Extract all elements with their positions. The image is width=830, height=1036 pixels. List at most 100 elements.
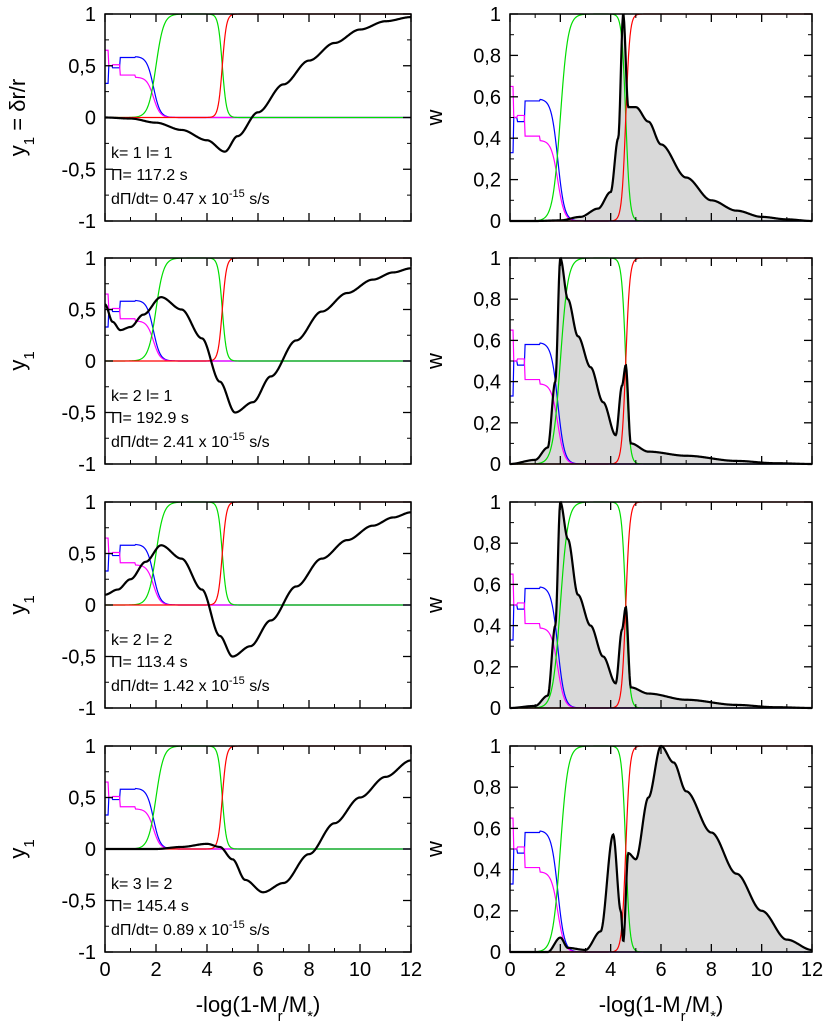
eigen-panel-3-ytick-label: -0,5 <box>62 647 96 669</box>
eigen-panel-3-mode-label: k= 2 l= 2 <box>111 632 172 649</box>
eigen-panel-1-eigenfunction-line <box>105 16 412 153</box>
weight-panel-2-ytick-label: 0,2 <box>473 413 501 435</box>
eigen-panel-1-carbon-line <box>105 56 411 119</box>
weight-panel-2-ytick-label: 0,8 <box>473 289 501 311</box>
weight-panel-1-ytick-label: 1 <box>490 4 501 26</box>
weight-panel-2-ytick-label: 0 <box>490 454 501 476</box>
weight-panel-3-ylabel: w <box>422 597 447 614</box>
eigen-panel-3-carbon-line <box>105 543 411 606</box>
weight-panel-4-xtick-label: 2 <box>555 959 566 981</box>
weight-panel-4-ytick-label: 0,8 <box>473 777 501 799</box>
eigen-panel-3-hydrogen-line <box>105 501 411 606</box>
weight-panel-4-ytick-label: 0,2 <box>473 901 501 923</box>
eigen-panel-1-rate-label: dΠ/dt= 0.47 x 10-15 s/s <box>111 188 270 208</box>
eigen-panel-4-ytick-label: -1 <box>78 942 96 964</box>
eigen-panel-3-eigenfunction-line <box>104 511 412 658</box>
weight-panel-1-weight-fill <box>510 14 812 221</box>
eigen-panel-4-xtick-label: 6 <box>252 959 263 981</box>
weight-panel-1-ytick-label: 0,4 <box>473 128 501 150</box>
eigen-panel-4-oxygen-line <box>105 781 411 850</box>
eigen-panel-2-mode-label: k= 2 l= 1 <box>111 388 172 405</box>
eigen-panel-2-period-label: Π= 192.9 s <box>111 410 189 427</box>
eigen-panel-1-mode-label: k= 1 l= 1 <box>111 145 172 162</box>
weight-panel-2-ytick-label: 0,4 <box>473 372 501 394</box>
eigen-panel-3-ylabel: y1 <box>5 595 38 614</box>
weight-panel-4-weight-fill <box>510 746 812 952</box>
weight-panel-1-ytick-label: 0,8 <box>473 45 501 67</box>
eigen-panel-1-ytick-label: 1 <box>85 4 96 26</box>
eigen-panel-1-ylabel: y1 = δr/r <box>5 79 38 156</box>
eigen-panel-3-oxygen-line <box>105 537 411 606</box>
eigen-panel-4-xlabel: -log(1-Mr/M*) <box>196 992 321 1025</box>
weight-panel-3-weight-fill <box>510 502 812 708</box>
eigen-panel-3-ytick-label: 0 <box>85 595 96 617</box>
eigen-panel-3-rate-label: dΠ/dt= 1.42 x 10-15 s/s <box>111 675 270 695</box>
weight-panel-3-ytick-label: 0,6 <box>473 574 501 596</box>
eigen-panel-2-ytick-label: 0,5 <box>68 300 96 322</box>
eigen-panel-3-period-label: Π= 113.4 s <box>111 654 188 671</box>
eigen-panel-3-ytick-label: 1 <box>85 492 96 514</box>
eigen-panel-1-helium-line <box>105 13 411 119</box>
eigen-panel-4-eigenfunction-line <box>105 759 412 894</box>
weight-panel-4-xlabel: -log(1-Mr/M*) <box>599 992 724 1025</box>
eigen-panel-2-eigenfunction-line <box>104 267 412 414</box>
weight-panel-3-ytick-label: 0,4 <box>473 616 501 638</box>
eigen-panel-4-rate-label: dΠ/dt= 0.89 x 10-15 s/s <box>111 919 270 939</box>
weight-panel-4-ytick-label: 0 <box>490 942 501 964</box>
eigen-panel-2-oxygen-line <box>105 293 411 362</box>
eigen-panel-4-mode-label: k= 3 l= 2 <box>111 876 172 893</box>
eigen-panel-1-ytick-label: -1 <box>78 211 96 233</box>
weight-panel-2-ylabel: w <box>422 353 447 370</box>
eigen-panel-3-ytick-label: -1 <box>78 698 96 720</box>
eigen-panel-4-ytick-label: -0,5 <box>62 891 96 913</box>
weight-panel-3-ytick-label: 0,2 <box>473 657 501 679</box>
eigen-panel-2-ytick-label: -1 <box>78 454 96 476</box>
eigen-panel-4-ylabel: y1 <box>5 839 38 858</box>
eigen-panel-2-ytick-label: 0 <box>85 351 96 373</box>
weight-panel-4-xtick-label: 6 <box>655 959 666 981</box>
eigen-panel-4-hydrogen-line <box>105 745 411 850</box>
eigen-panel-1-oxygen-line <box>105 49 411 119</box>
eigen-panel-4-ytick-label: 0 <box>85 839 96 861</box>
weight-panel-3-ytick-label: 0 <box>490 698 501 720</box>
weight-panel-4-xtick-label: 10 <box>751 959 773 981</box>
weight-panel-3-ytick-label: 0,8 <box>473 533 501 555</box>
weight-panel-4-ytick-label: 1 <box>490 736 501 758</box>
weight-panel-2-ytick-label: 1 <box>490 248 501 270</box>
eigen-panel-4-ytick-label: 0,5 <box>68 788 96 810</box>
eigen-panel-1-ytick-label: 0,5 <box>68 56 96 78</box>
weight-panel-4-xtick-label: 0 <box>504 959 515 981</box>
eigen-panel-3-ytick-label: 0,5 <box>68 544 96 566</box>
eigen-panel-4-xtick-label: 8 <box>303 959 314 981</box>
weight-panel-4-ytick-label: 0,6 <box>473 818 501 840</box>
eigen-panel-2-ytick-label: 1 <box>85 248 96 270</box>
eigen-panel-2-rate-label: dΠ/dt= 2.41 x 10-15 s/s <box>111 431 270 451</box>
eigen-panel-2-ylabel: y1 <box>5 351 38 370</box>
eigen-panel-4-xtick-label: 12 <box>400 959 422 981</box>
eigen-panel-2-ytick-label: -0,5 <box>62 403 96 425</box>
weight-panel-2-ytick-label: 0,6 <box>473 330 501 352</box>
eigen-panel-4-xtick-label: 4 <box>201 959 212 981</box>
weight-panel-3-ytick-label: 1 <box>490 492 501 514</box>
weight-panel-1-ylabel: w <box>422 109 447 126</box>
eigen-panel-4-ytick-label: 1 <box>85 736 96 758</box>
eigen-panel-1-ytick-label: -0,5 <box>62 159 96 181</box>
weight-panel-4-xtick-label: 12 <box>801 959 823 981</box>
eigen-panel-4-xtick-label: 0 <box>99 959 110 981</box>
weight-panel-4-ylabel: w <box>422 841 447 858</box>
weight-panel-4-xtick-label: 8 <box>706 959 717 981</box>
eigen-panel-4-xtick-label: 10 <box>349 959 371 981</box>
eigen-panel-1-period-label: Π= 117.2 s <box>111 167 188 184</box>
weight-panel-4-xtick-label: 4 <box>605 959 616 981</box>
eigen-panel-4-carbon-line <box>105 787 411 850</box>
eigen-panel-1-ytick-label: 0 <box>85 108 96 130</box>
weight-panel-1-ytick-label: 0,2 <box>473 170 501 192</box>
weight-panel-1-ytick-label: 0 <box>490 211 501 233</box>
eigen-panel-4-xtick-label: 2 <box>150 959 161 981</box>
eigen-panel-4-period-label: Π= 145.4 s <box>111 898 189 915</box>
eigen-panel-3-helium-line <box>105 501 411 606</box>
eigen-panel-2-helium-line <box>105 257 411 362</box>
weight-panel-2-weight-fill <box>510 258 812 464</box>
weight-panel-1-ytick-label: 0,6 <box>473 87 501 109</box>
